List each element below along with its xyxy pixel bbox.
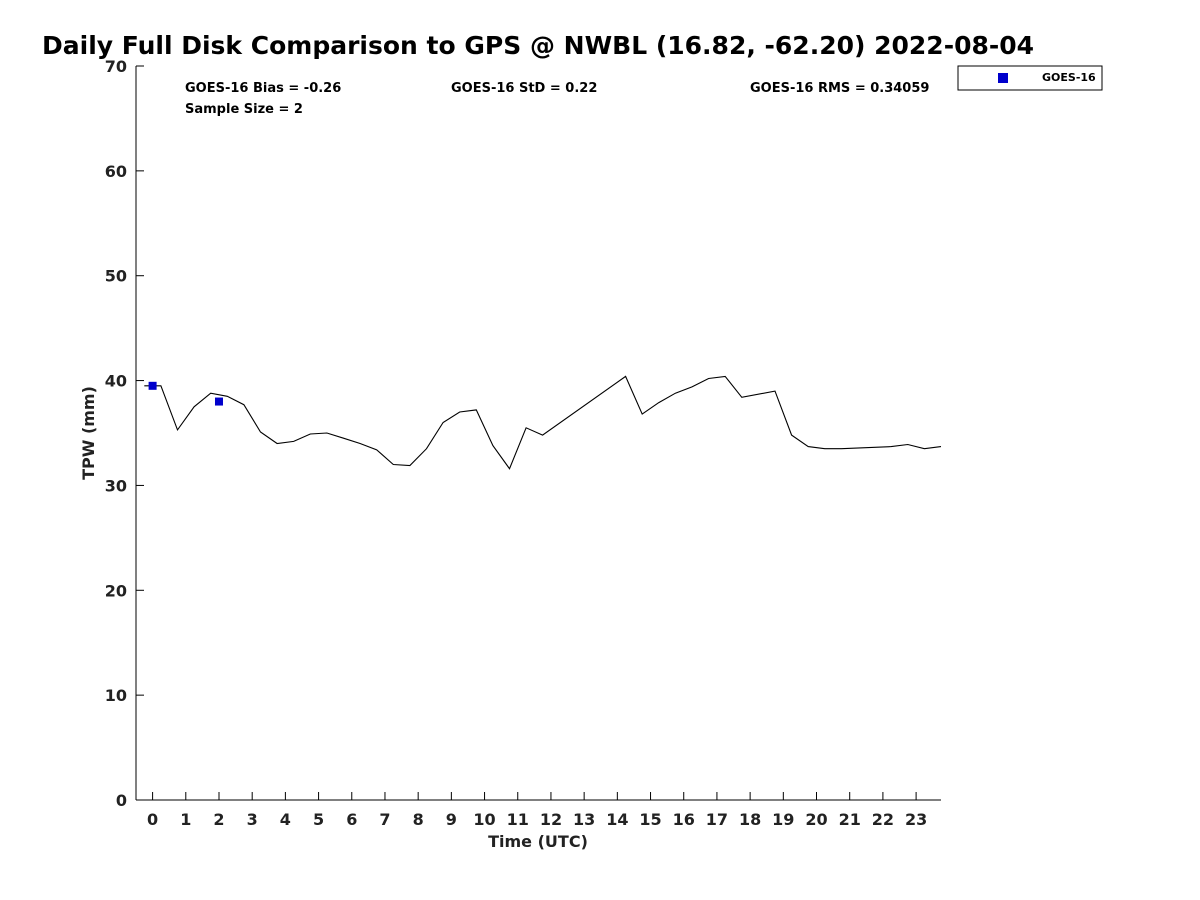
- x-tick-label: 11: [507, 810, 529, 829]
- x-ticks: 0 1 2 3 4 5 6 7 8 9 10 11 12 13 14 15 16 17 18 19 20 21 22 23: [147, 792, 927, 829]
- sample-size-stat: Sample Size = 2: [185, 102, 303, 117]
- goes16-series: [148, 381, 223, 406]
- x-tick-label: 12: [540, 810, 562, 829]
- x-tick-label: 23: [905, 810, 927, 829]
- x-tick-label: 7: [379, 810, 390, 829]
- chart-title: Daily Full Disk Comparison to GPS @ NWBL…: [42, 31, 1034, 60]
- x-axis-label: Time (UTC): [488, 832, 588, 851]
- y-tick-label: 30: [105, 476, 127, 495]
- x-tick-label: 6: [346, 810, 357, 829]
- x-tick-label: 10: [473, 810, 495, 829]
- y-tick-label: 70: [105, 57, 127, 76]
- x-tick-label: 4: [280, 810, 291, 829]
- y-tick-label: 60: [105, 162, 127, 181]
- bias-stat: GOES-16 Bias = -0.26: [185, 81, 341, 96]
- legend-box: [957, 65, 1103, 91]
- goes16-point: [214, 397, 223, 406]
- x-tick-label: 21: [839, 810, 861, 829]
- y-tick-label: 20: [105, 581, 127, 600]
- x-tick-label: 2: [213, 810, 224, 829]
- legend-label-goes16: GOES-16: [1042, 71, 1096, 84]
- y-tick-label: 40: [105, 372, 127, 391]
- y-tick-label: 0: [116, 791, 127, 810]
- gps-series: [144, 375, 942, 470]
- x-tick-label: 8: [413, 810, 424, 829]
- x-tick-label: 19: [772, 810, 794, 829]
- legend-marker-goes16: [998, 73, 1008, 83]
- x-tick-label: 3: [247, 810, 258, 829]
- x-tick-label: 9: [446, 810, 457, 829]
- y-axis-label: TPW (mm): [79, 386, 98, 480]
- x-tick-label: 15: [639, 810, 661, 829]
- rms-stat: GOES-16 RMS = 0.34059: [750, 81, 929, 96]
- x-tick-label: 17: [706, 810, 728, 829]
- x-tick-label: 20: [805, 810, 827, 829]
- gps-line: [144, 375, 942, 470]
- x-tick-label: 14: [606, 810, 628, 829]
- x-tick-label: 16: [673, 810, 695, 829]
- x-tick-label: 13: [573, 810, 595, 829]
- std-stat: GOES-16 StD = 0.22: [451, 81, 597, 96]
- y-tick-label: 10: [105, 686, 127, 705]
- legend: GOES-16: [957, 65, 1103, 91]
- x-tick-label: 1: [180, 810, 191, 829]
- x-tick-label: 5: [313, 810, 324, 829]
- y-tick-label: 50: [105, 267, 127, 286]
- goes16-point: [148, 381, 157, 390]
- x-tick-label: 22: [872, 810, 894, 829]
- x-tick-label: 0: [147, 810, 158, 829]
- y-ticks: 0 10 20 30 40 50 60 70: [105, 57, 144, 810]
- x-tick-label: 18: [739, 810, 761, 829]
